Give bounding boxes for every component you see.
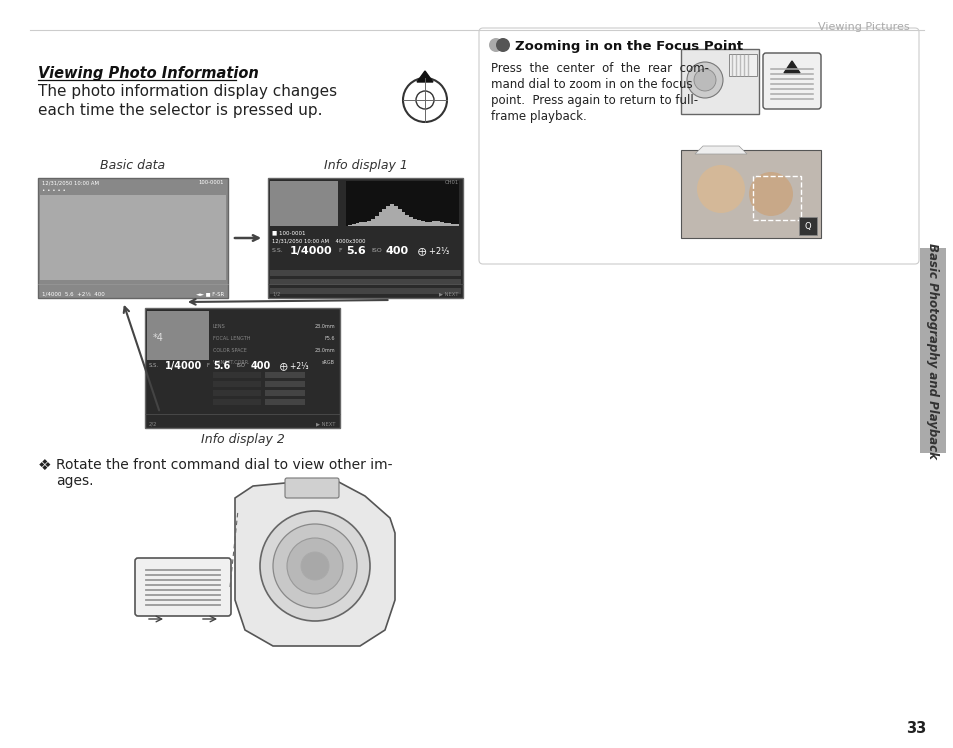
Bar: [265, 372, 305, 378]
Text: 400: 400: [386, 246, 409, 256]
Bar: [40, 195, 226, 280]
Text: 100-0001: 100-0001: [198, 180, 224, 185]
Bar: [270, 279, 460, 285]
Text: Info display 2: Info display 2: [200, 433, 284, 446]
Text: CH01: CH01: [444, 180, 458, 185]
Bar: [270, 288, 460, 294]
Circle shape: [686, 62, 722, 98]
Text: Rotate the front command dial to view other im-: Rotate the front command dial to view ot…: [56, 458, 392, 472]
Text: ■ 100-0001: ■ 100-0001: [272, 230, 305, 235]
Bar: [265, 399, 305, 405]
Text: ages.: ages.: [56, 474, 93, 488]
Text: COLOR SPACE: COLOR SPACE: [213, 348, 247, 352]
Bar: [147, 311, 209, 360]
Bar: [799, 217, 816, 235]
Bar: [213, 372, 261, 378]
Text: LENS: LENS: [213, 323, 226, 328]
Text: ▶ NEXT: ▶ NEXT: [439, 291, 458, 296]
Text: 5.6: 5.6: [346, 246, 365, 256]
Text: Viewing Pictures: Viewing Pictures: [818, 22, 909, 32]
Circle shape: [693, 69, 716, 91]
Circle shape: [496, 38, 510, 52]
Circle shape: [489, 38, 502, 52]
Bar: [752, 176, 801, 220]
Bar: [919, 248, 945, 453]
Bar: [728, 54, 757, 76]
Circle shape: [748, 172, 792, 216]
Text: Basic data: Basic data: [100, 159, 166, 172]
Text: S.S.: S.S.: [149, 363, 159, 368]
Text: ❖: ❖: [38, 458, 51, 473]
Bar: [270, 181, 337, 226]
Polygon shape: [416, 71, 433, 82]
Text: VIGNETT.CORR.: VIGNETT.CORR.: [213, 360, 251, 364]
Text: Q: Q: [803, 221, 810, 230]
Bar: [145, 308, 339, 428]
Text: ⨁ +2⅓: ⨁ +2⅓: [280, 361, 309, 370]
Text: Press  the  center  of  the  rear  com-: Press the center of the rear com-: [491, 62, 708, 75]
Bar: [680, 49, 759, 114]
Bar: [213, 399, 261, 405]
Circle shape: [287, 538, 343, 594]
Text: Viewing Photo Information: Viewing Photo Information: [38, 66, 258, 81]
Circle shape: [260, 511, 370, 621]
Bar: [346, 181, 458, 226]
FancyBboxPatch shape: [762, 53, 821, 109]
Text: sRGB: sRGB: [322, 360, 335, 364]
Text: ISO: ISO: [236, 363, 246, 368]
FancyBboxPatch shape: [478, 28, 918, 264]
Polygon shape: [695, 146, 746, 154]
Bar: [265, 390, 305, 396]
Text: *4: *4: [152, 333, 164, 343]
Bar: [265, 381, 305, 387]
Polygon shape: [783, 61, 800, 73]
Text: 1/4000: 1/4000: [290, 246, 333, 256]
Text: F: F: [337, 248, 341, 253]
Bar: [268, 178, 462, 298]
Bar: [213, 390, 261, 396]
Text: ⨁ +2⅓: ⨁ +2⅓: [417, 246, 449, 255]
Text: FOCAL LENGTH: FOCAL LENGTH: [213, 336, 251, 340]
Text: 12/31/2050 10:00 AM: 12/31/2050 10:00 AM: [42, 180, 99, 185]
Polygon shape: [234, 480, 395, 646]
Text: 23.0mm: 23.0mm: [314, 323, 335, 328]
Text: 2/2: 2/2: [149, 421, 157, 426]
Bar: [38, 178, 228, 298]
Text: frame playback.: frame playback.: [491, 110, 586, 123]
Text: Basic Photography and Playback: Basic Photography and Playback: [925, 242, 939, 459]
Text: 23.0mm: 23.0mm: [314, 348, 335, 352]
Text: point.  Press again to return to full-: point. Press again to return to full-: [491, 94, 698, 107]
Text: The photo information display changes: The photo information display changes: [38, 84, 336, 99]
Text: Info display 1: Info display 1: [323, 159, 407, 172]
Bar: [270, 270, 460, 276]
Text: ◄► ■ F-SR: ◄► ■ F-SR: [195, 291, 224, 296]
Text: 1/4000  5.6  +2⅓  400: 1/4000 5.6 +2⅓ 400: [42, 291, 105, 296]
Text: mand dial to zoom in on the focus: mand dial to zoom in on the focus: [491, 78, 692, 91]
Text: 400: 400: [251, 361, 271, 371]
Text: F: F: [207, 363, 210, 368]
Text: 12/31/2050 10:00 AM    4000x3000: 12/31/2050 10:00 AM 4000x3000: [272, 238, 365, 243]
Text: 5.6: 5.6: [213, 361, 230, 371]
Text: each time the selector is pressed up.: each time the selector is pressed up.: [38, 103, 322, 118]
Text: 33: 33: [905, 721, 925, 736]
Text: ISO: ISO: [371, 248, 381, 253]
Circle shape: [273, 524, 356, 608]
FancyBboxPatch shape: [285, 478, 338, 498]
Text: 1/4000: 1/4000: [165, 361, 202, 371]
Bar: [213, 381, 261, 387]
Circle shape: [301, 552, 329, 580]
Text: S.S.: S.S.: [272, 248, 283, 253]
Bar: [680, 150, 821, 238]
Text: F5.6: F5.6: [324, 336, 335, 340]
FancyBboxPatch shape: [135, 558, 231, 616]
Circle shape: [697, 165, 744, 213]
Text: 1/2: 1/2: [272, 291, 280, 296]
Text: Zooming in on the Focus Point: Zooming in on the Focus Point: [515, 40, 742, 53]
Text: • • • • •: • • • • •: [42, 188, 66, 193]
Text: ▶ NEXT: ▶ NEXT: [316, 421, 335, 426]
